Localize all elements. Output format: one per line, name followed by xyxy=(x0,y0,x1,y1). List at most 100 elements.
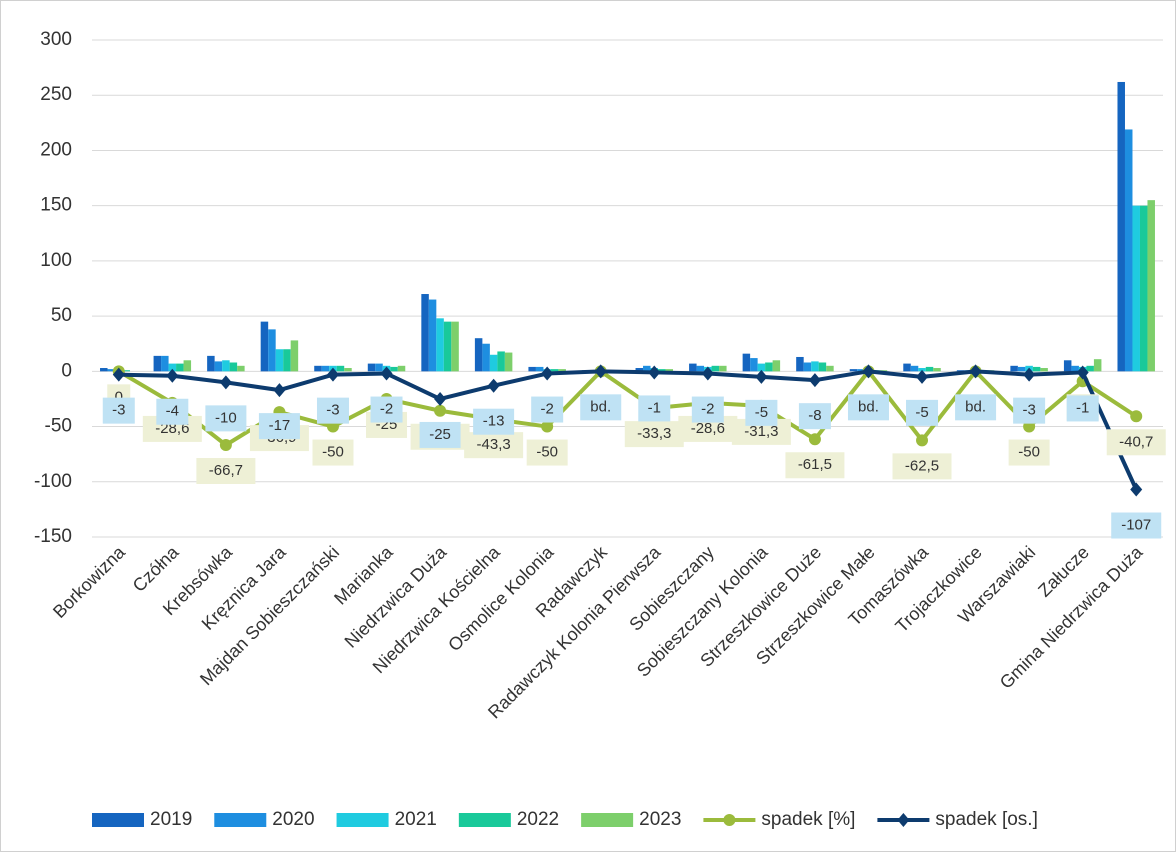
data-label: -62,5 xyxy=(905,457,939,474)
bar xyxy=(283,349,291,372)
legend-swatch xyxy=(458,813,511,827)
data-label-box xyxy=(196,457,256,484)
marker xyxy=(1130,410,1143,423)
bar xyxy=(857,369,865,372)
y-tick-label: -100 xyxy=(34,471,72,492)
bar xyxy=(742,353,751,372)
bar xyxy=(504,352,513,372)
bar xyxy=(803,362,812,372)
y-tick-label: 50 xyxy=(51,305,72,326)
data-label-box xyxy=(691,396,724,423)
data-label-box xyxy=(473,408,515,435)
bar xyxy=(237,365,245,372)
data-label-box xyxy=(205,405,247,432)
marker xyxy=(326,367,339,382)
marker xyxy=(808,433,821,446)
bar xyxy=(535,366,544,372)
data-label-box xyxy=(847,394,889,421)
data-label-box xyxy=(906,399,939,426)
data-label: -28,6 xyxy=(691,420,725,437)
data-label: -107 xyxy=(1121,516,1151,533)
bar xyxy=(757,363,766,372)
data-label: -50 xyxy=(322,444,344,461)
marker xyxy=(380,366,393,381)
data-label: -8 xyxy=(808,407,821,424)
bar xyxy=(122,370,131,372)
bar xyxy=(375,363,383,372)
data-label: -50 xyxy=(536,444,558,461)
legend-swatch xyxy=(92,813,144,827)
marker xyxy=(112,367,125,382)
data-label-box xyxy=(370,396,403,423)
bar xyxy=(933,368,941,372)
bar xyxy=(161,355,169,372)
bar xyxy=(168,363,177,372)
marker xyxy=(219,438,232,451)
legend-label: 2021 xyxy=(395,809,437,830)
bar xyxy=(1086,365,1094,372)
bar xyxy=(260,321,269,372)
bar xyxy=(1032,366,1041,372)
bar xyxy=(558,369,566,372)
data-label-box xyxy=(419,421,461,448)
legend-marker xyxy=(897,813,910,827)
bar xyxy=(268,329,276,372)
bar xyxy=(443,321,452,372)
data-label: -3 xyxy=(326,402,339,419)
legend-label: 2020 xyxy=(272,809,314,830)
marker xyxy=(969,364,982,379)
marker xyxy=(487,378,500,393)
data-label: -31,3 xyxy=(744,423,778,440)
bar xyxy=(390,366,398,372)
bar xyxy=(474,338,483,372)
bar xyxy=(910,365,919,372)
data-label-box xyxy=(624,421,684,448)
data-label: -13 xyxy=(483,413,505,430)
data-label-box xyxy=(745,399,778,426)
bar xyxy=(222,360,230,372)
line xyxy=(118,369,1139,491)
bar xyxy=(1063,360,1072,372)
y-tick-label: 150 xyxy=(40,195,72,216)
bar xyxy=(1132,205,1140,372)
data-label: -4 xyxy=(166,403,179,420)
data-label-box xyxy=(638,395,671,422)
data-label: -5 xyxy=(755,404,768,421)
bar xyxy=(421,294,429,372)
bar xyxy=(1124,129,1133,372)
data-label-box xyxy=(580,394,622,421)
data-label-box xyxy=(1066,395,1099,422)
legend-swatch xyxy=(214,813,267,827)
bar xyxy=(336,365,345,372)
marker xyxy=(219,375,232,390)
bar xyxy=(100,368,108,372)
bar xyxy=(550,369,559,372)
bar xyxy=(765,362,773,372)
data-label-box xyxy=(785,452,845,479)
data-label: -2 xyxy=(701,401,714,418)
y-tick-label: 100 xyxy=(40,250,72,271)
legend-label: spadek [os.] xyxy=(935,809,1037,830)
bar xyxy=(879,370,888,372)
data-label: -3 xyxy=(112,402,125,419)
data-label-box xyxy=(526,439,568,466)
data-label-box xyxy=(1013,397,1046,424)
bar xyxy=(956,370,965,372)
data-label: -25 xyxy=(429,426,451,443)
marker xyxy=(1076,365,1089,380)
bar xyxy=(796,356,804,372)
marker xyxy=(541,366,554,381)
bar xyxy=(207,355,215,372)
y-tick-label: 300 xyxy=(40,29,72,50)
y-tick-label: -150 xyxy=(34,526,72,547)
marker xyxy=(273,383,286,398)
data-label: bd. xyxy=(858,398,879,415)
bar xyxy=(153,355,162,372)
y-tick-label: 0 xyxy=(61,360,72,381)
marker xyxy=(648,365,661,380)
bar xyxy=(482,343,490,372)
bar xyxy=(321,365,330,372)
bar xyxy=(1017,366,1026,372)
y-tick-label: 250 xyxy=(40,84,72,105)
data-label-box xyxy=(316,397,349,424)
